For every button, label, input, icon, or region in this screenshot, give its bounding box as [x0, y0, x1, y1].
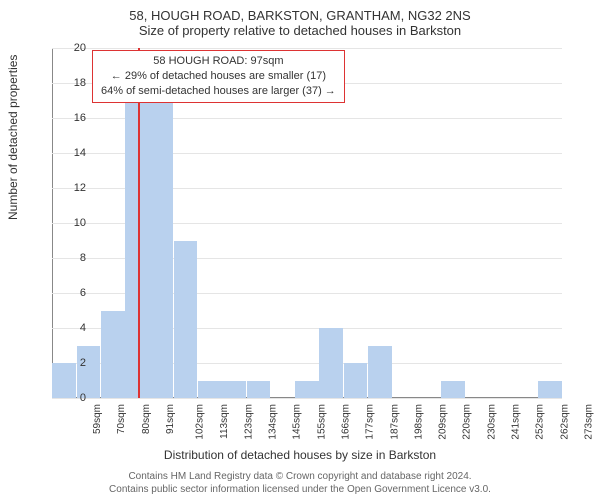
- x-tick-label: 220sqm: [462, 404, 473, 440]
- x-tick-label: 187sqm: [389, 404, 400, 440]
- y-tick-label: 2: [56, 357, 86, 369]
- annotation-box: 58 HOUGH ROAD: 97sqm ← 29% of detached h…: [92, 50, 345, 103]
- x-tick-label: 252sqm: [535, 404, 546, 440]
- annotation-line-3: 64% of semi-detached houses are larger (…: [101, 84, 336, 99]
- annotation-line-2: ← 29% of detached houses are smaller (17…: [101, 69, 336, 84]
- histogram-bar: [101, 311, 125, 399]
- x-tick-label: 59sqm: [92, 404, 103, 434]
- y-tick-label: 20: [56, 42, 86, 54]
- x-tick-label: 80sqm: [141, 404, 152, 434]
- footer-line-1: Contains HM Land Registry data © Crown c…: [0, 470, 600, 483]
- x-axis-label: Distribution of detached houses by size …: [0, 448, 600, 462]
- y-tick-label: 14: [56, 147, 86, 159]
- x-tick-label: 155sqm: [316, 404, 327, 440]
- y-tick-label: 10: [56, 217, 86, 229]
- x-tick-label: 209sqm: [438, 404, 449, 440]
- footer-line-2: Contains public sector information licen…: [0, 483, 600, 496]
- histogram-bar: [125, 83, 149, 398]
- histogram-bar: [295, 381, 319, 399]
- x-tick-label: 145sqm: [292, 404, 303, 440]
- histogram-bar: [319, 328, 343, 398]
- x-tick-label: 273sqm: [583, 404, 594, 440]
- x-tick-label: 113sqm: [218, 404, 229, 439]
- grid-line: [52, 398, 562, 399]
- x-tick-label: 230sqm: [486, 404, 497, 440]
- y-axis-label: Number of detached properties: [6, 55, 20, 220]
- y-tick-label: 0: [56, 392, 86, 404]
- x-tick-label: 198sqm: [413, 404, 424, 440]
- histogram-bar: [222, 381, 246, 399]
- histogram-bar: [198, 381, 222, 399]
- histogram-bar: [441, 381, 465, 399]
- title-line-1: 58, HOUGH ROAD, BARKSTON, GRANTHAM, NG32…: [0, 0, 600, 23]
- y-tick-label: 4: [56, 322, 86, 334]
- x-tick-label: 91sqm: [165, 404, 176, 434]
- title-line-2: Size of property relative to detached ho…: [0, 23, 600, 42]
- x-tick-label: 241sqm: [511, 404, 522, 440]
- x-tick-label: 262sqm: [559, 404, 570, 440]
- x-tick-label: 166sqm: [341, 404, 352, 440]
- histogram-bar: [344, 363, 368, 398]
- footer: Contains HM Land Registry data © Crown c…: [0, 470, 600, 496]
- histogram-bar: [77, 346, 101, 399]
- y-tick-label: 8: [56, 252, 86, 264]
- histogram-bar: [149, 83, 173, 398]
- histogram-bar: [174, 241, 198, 399]
- x-tick-label: 177sqm: [365, 404, 376, 440]
- y-tick-label: 16: [56, 112, 86, 124]
- x-tick-label: 134sqm: [268, 404, 279, 440]
- x-tick-label: 70sqm: [116, 404, 127, 434]
- y-tick-label: 6: [56, 287, 86, 299]
- y-tick-label: 12: [56, 182, 86, 194]
- x-tick-label: 123sqm: [243, 404, 254, 440]
- y-tick-label: 18: [56, 77, 86, 89]
- x-tick-label: 102sqm: [195, 404, 206, 440]
- chart-container: 58, HOUGH ROAD, BARKSTON, GRANTHAM, NG32…: [0, 0, 600, 500]
- histogram-bar: [368, 346, 392, 399]
- annotation-line-1: 58 HOUGH ROAD: 97sqm: [101, 54, 336, 69]
- histogram-bar: [247, 381, 271, 399]
- histogram-bar: [538, 381, 562, 399]
- grid-line: [52, 48, 562, 49]
